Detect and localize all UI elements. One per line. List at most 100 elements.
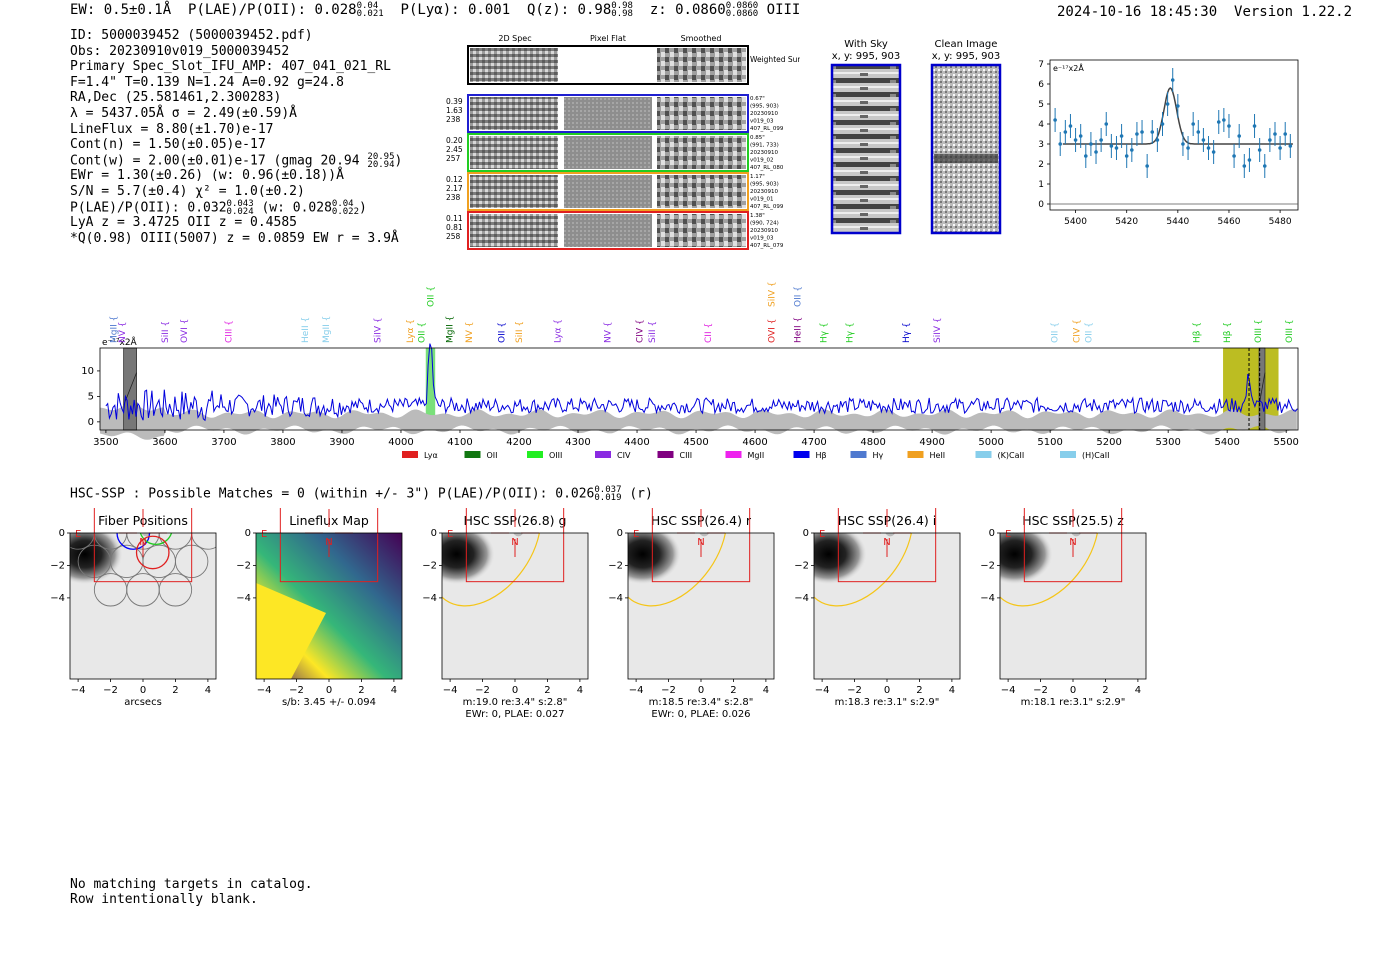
compass-north: N bbox=[883, 537, 890, 548]
panel-caption-2: EWr: 0, PLAE: 0.026 bbox=[651, 709, 750, 718]
panel-ytick-label: −4 bbox=[422, 593, 437, 604]
legend-label: Lyα bbox=[424, 451, 438, 460]
header-q-range: 0.98 0.98 bbox=[611, 1, 633, 19]
panel-ytick-label: 0 bbox=[803, 528, 809, 539]
cutout-stat: 0.20 bbox=[446, 136, 463, 145]
cutout-stat: 0.12 bbox=[446, 175, 463, 184]
fit-data-point bbox=[1089, 142, 1093, 146]
with-sky-xy: x, y: 995, 903 bbox=[832, 51, 901, 62]
galaxy-blob bbox=[628, 533, 681, 585]
fit-data-point bbox=[1140, 130, 1144, 134]
fit-data-point bbox=[1130, 148, 1134, 152]
panel-ytick-label: −2 bbox=[50, 560, 65, 571]
weighted-label: Weighted Sum bbox=[750, 55, 800, 64]
spectrum-xtick-label: 5000 bbox=[978, 437, 1003, 448]
legend-swatch bbox=[595, 451, 611, 458]
spectrum-xtick-label: 5300 bbox=[1155, 437, 1180, 448]
fit-ytick-label: 0 bbox=[1038, 200, 1044, 210]
legend-swatch bbox=[725, 451, 742, 458]
legend-swatch bbox=[657, 451, 674, 458]
cutout-meta: 1.17" bbox=[750, 174, 765, 180]
catalog-note: No matching targets in catalog. Row inte… bbox=[70, 877, 313, 907]
compass-north: N bbox=[1069, 537, 1076, 548]
spectrum-xtick-label: 4500 bbox=[683, 437, 708, 448]
panel-caption: m:18.1 re:3.1" s:2.9" bbox=[1021, 697, 1126, 708]
panel-image: HSC SSP(26.8) gNE−4−4−2−2002244m:19.0 re… bbox=[422, 508, 589, 718]
fit-data-point bbox=[1114, 146, 1119, 150]
panel-xtick-label: −2 bbox=[847, 685, 862, 696]
panel-ytick-label: −4 bbox=[50, 593, 65, 604]
fit-data-point bbox=[1237, 134, 1241, 138]
spectrum-line-label: HeII { bbox=[794, 317, 804, 343]
cutout-smoothed bbox=[657, 175, 746, 208]
spectrum-line-label: MgII { bbox=[322, 316, 332, 343]
info-lambda: λ = 5437.05Å σ = 2.49(±0.59)Å bbox=[70, 105, 297, 121]
panel-caption: m:18.3 re:3.1" s:2.9" bbox=[835, 697, 940, 708]
spectrum-xtick-label: 5500 bbox=[1273, 437, 1298, 448]
fit-data-point bbox=[1083, 154, 1088, 158]
fit-ytick-label: 2 bbox=[1038, 160, 1044, 170]
legend-label: HeII bbox=[930, 451, 946, 460]
cutout-meta: (990, 724) bbox=[750, 221, 779, 227]
galaxy-blob bbox=[814, 533, 867, 585]
spectrum-axes-frame bbox=[99, 347, 1299, 431]
spectrum-xtick-label: 4300 bbox=[565, 437, 590, 448]
legend-label: MgII bbox=[748, 451, 765, 460]
spectrum-line-label: Hγ { bbox=[820, 322, 830, 343]
fiber-circle bbox=[158, 573, 193, 607]
spectrum-line-label: CII { bbox=[704, 323, 714, 343]
panel-ytick-label: 0 bbox=[431, 528, 437, 539]
compass-north: N bbox=[511, 537, 518, 548]
panel-caption: arcsecs bbox=[124, 697, 162, 708]
fit-data-point bbox=[1176, 104, 1180, 108]
cutout-smoothed bbox=[657, 136, 746, 169]
fit-ytick-label: 3 bbox=[1038, 140, 1044, 150]
panel-caption-2: EWr: 0, PLAE: 0.027 bbox=[465, 709, 564, 718]
fit-data-point bbox=[1094, 150, 1098, 154]
target-source bbox=[513, 533, 523, 537]
spectrum-line-label: OVI { bbox=[180, 319, 190, 343]
cutout-meta: 20230910 bbox=[750, 150, 778, 156]
compass-north: N bbox=[325, 537, 332, 548]
cutout-panel: 2D Spec Pixel Flat Smoothed Weighted Sum… bbox=[446, 34, 800, 250]
compass-north: N bbox=[139, 537, 146, 548]
compass-east: E bbox=[633, 529, 639, 540]
panel-ytick-label: 0 bbox=[245, 528, 251, 539]
panel-xtick-label: −4 bbox=[257, 685, 272, 696]
panel-xtick-label: −2 bbox=[289, 685, 304, 696]
fit-data-point bbox=[1160, 122, 1165, 126]
panel-xtick-label: 0 bbox=[140, 685, 146, 696]
fiber-highlight bbox=[116, 533, 151, 550]
fit-ytick-label: 1 bbox=[1038, 180, 1044, 190]
panel-ytick-label: −2 bbox=[236, 560, 251, 571]
legend-swatch bbox=[527, 451, 543, 458]
fit-data-point bbox=[1232, 154, 1236, 158]
spectrum-line-label: Hγ { bbox=[845, 322, 855, 343]
legend-label: Hγ bbox=[873, 451, 884, 460]
cutout-meta: (991, 733) bbox=[750, 143, 779, 149]
panel-ytick-label: −4 bbox=[236, 593, 251, 604]
cutout-meta: 20230910 bbox=[750, 189, 778, 195]
spectrum-xtick-label: 5100 bbox=[1037, 437, 1062, 448]
fit-data-point bbox=[1227, 124, 1231, 128]
fit-ytick-label: 5 bbox=[1038, 100, 1044, 110]
compass-east: E bbox=[447, 529, 453, 540]
timestamp: 2024-10-16 18:45:30 bbox=[1057, 4, 1218, 20]
panel-image-area bbox=[70, 533, 216, 679]
spectrum-xtick-label: 4900 bbox=[919, 437, 944, 448]
cutout-pixelflat bbox=[564, 97, 652, 130]
info-sn: S/N = 5.7(±0.4) χ² = 1.0(±0.2) bbox=[70, 183, 305, 199]
fit-data-point bbox=[1206, 146, 1211, 150]
fit-xtick-label: 5460 bbox=[1218, 217, 1241, 227]
spectrum-line-label: SiII { bbox=[648, 321, 658, 343]
spectrum-line-label: Hβ { bbox=[1223, 322, 1233, 343]
header-q: Q(z): 0.98 bbox=[526, 2, 612, 18]
panel-image: HSC SSP(26.4) iNE−4−4−2−2002244m:18.3 re… bbox=[794, 508, 961, 708]
panel-caption: m:18.5 re:3.4" s:2.8" bbox=[649, 697, 754, 708]
spectrum-xtick-label: 4100 bbox=[447, 437, 472, 448]
panel-xtick-label: 2 bbox=[172, 685, 178, 696]
fit-data-point bbox=[1181, 142, 1185, 146]
weighted-2dspec bbox=[470, 48, 558, 82]
spectrum-line-label: MgII { bbox=[445, 316, 455, 343]
